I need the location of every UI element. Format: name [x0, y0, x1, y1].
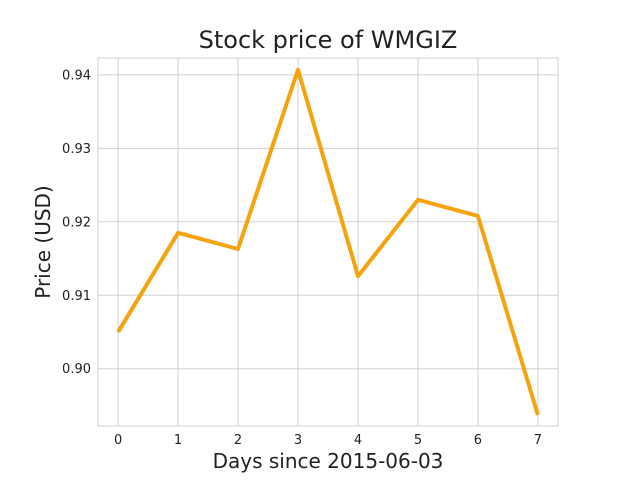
x-tick-label: 2: [234, 433, 242, 448]
x-tick-label: 7: [534, 433, 542, 448]
plot-area-border: [97, 57, 559, 427]
x-tick-label: 6: [474, 433, 482, 448]
y-axis-label: Price (USD): [31, 185, 55, 299]
price-line: [116, 67, 540, 416]
y-tick-label: 0.90: [62, 362, 91, 377]
y-tick-label: 0.91: [62, 289, 91, 304]
x-tick-label: 1: [174, 433, 182, 448]
y-tick-label: 0.92: [62, 215, 91, 230]
x-axis-label: Days since 2015-06-03: [213, 449, 444, 473]
x-tick-label: 0: [114, 433, 122, 448]
y-tick-labels: 0.90 0.91 0.92 0.93 0.94: [62, 68, 91, 377]
chart-title: Stock price of WMGIZ: [199, 26, 458, 54]
x-tick-labels: 0 1 2 3 4 5 6 7: [114, 433, 542, 448]
x-tick-label: 3: [294, 433, 302, 448]
x-tick-label: 4: [354, 433, 362, 448]
y-tick-label: 0.94: [62, 68, 91, 83]
series-layer: [116, 67, 540, 416]
y-tick-label: 0.93: [62, 142, 91, 157]
x-tick-label: 5: [414, 433, 422, 448]
grid: [98, 58, 558, 426]
